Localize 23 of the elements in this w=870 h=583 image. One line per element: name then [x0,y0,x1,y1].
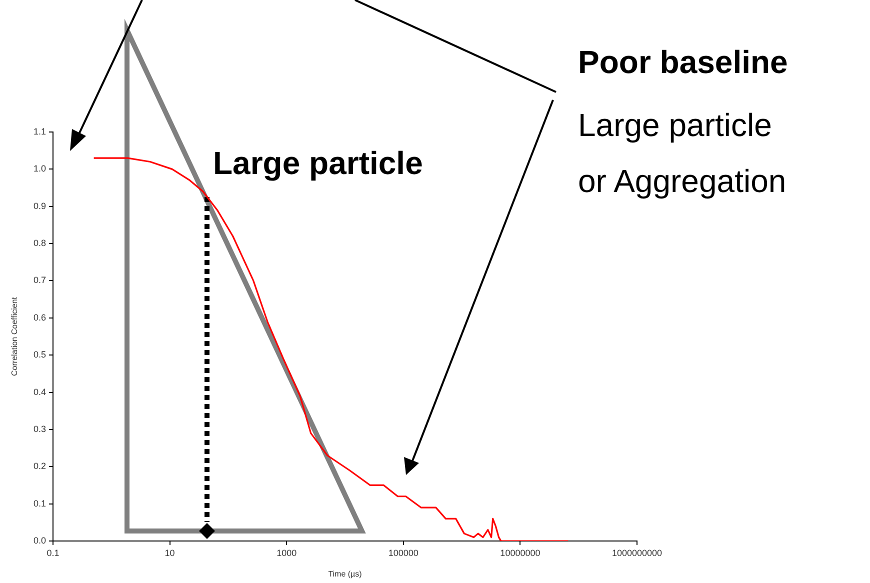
text: Poor baseline [578,43,788,82]
annotation: Large particle [213,144,423,183]
y-tick-label: 0.5 [33,350,46,360]
y-tick-label: 0.9 [33,200,46,211]
y-tick-label: 0.0 [33,535,46,546]
x-tick-label: 1000 [276,548,297,558]
y-tick-label: 0.3 [33,424,46,434]
y-axis-title: Correlation Coefficient [10,296,20,376]
y-tick-label: 0.4 [33,386,46,397]
x-tick-label: 100000 [388,548,418,558]
x-axis-title: Time (µs) [328,569,362,578]
y-tick-label: 0.7 [33,275,46,286]
x-tick-label: 10000000 [500,548,540,558]
y-tick-label: 0.8 [33,238,46,248]
x-tick-label: 1000000000 [612,548,662,558]
x-tick-label: 0.1 [46,548,60,558]
y-tick-label: 0.1 [33,498,46,508]
y-tick-label: 0.2 [33,461,46,472]
y-tick-label: 1.1 [33,126,46,136]
annotation: Large particle or Aggregation [578,106,788,201]
y-tick-label: 1.0 [33,164,46,174]
y-tick-label: 0.6 [33,312,46,322]
x-tick-label: 10 [164,548,175,558]
